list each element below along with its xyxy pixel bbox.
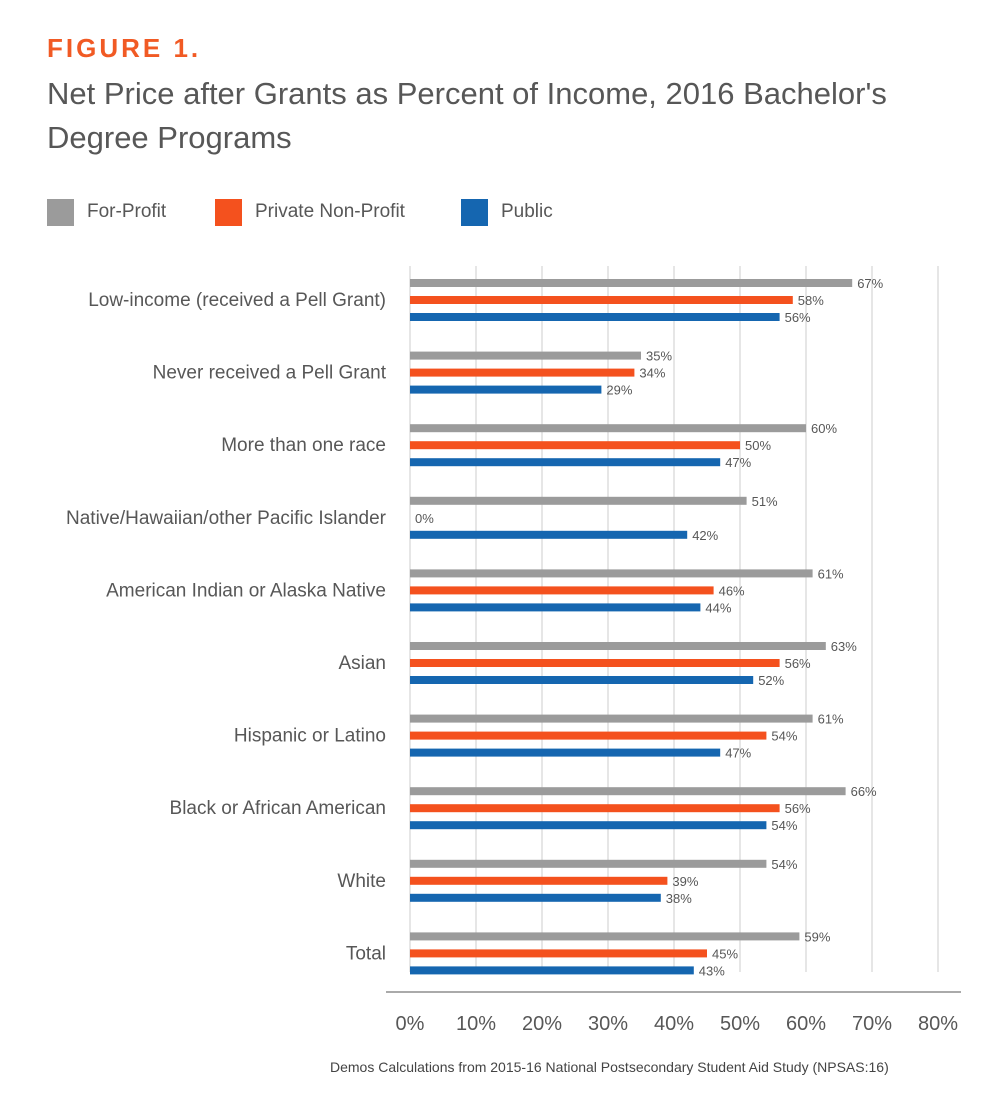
data-label: 61% (818, 566, 844, 581)
bar (410, 949, 707, 958)
data-label: 50% (745, 438, 771, 453)
data-label: 66% (851, 784, 877, 799)
bar (410, 496, 747, 505)
bar (410, 296, 793, 304)
data-label: 47% (725, 746, 751, 761)
bar (410, 821, 767, 830)
legend-swatch-for-profit (47, 199, 74, 226)
data-label: 60% (811, 421, 837, 436)
bar (410, 569, 813, 578)
x-tick-label-70: 70% (852, 1013, 892, 1035)
bar (410, 876, 668, 885)
data-label: 43% (699, 963, 725, 978)
data-label: 47% (725, 455, 751, 470)
bar (410, 676, 754, 684)
bar (410, 424, 806, 433)
bar (410, 586, 714, 595)
data-label: 44% (705, 600, 731, 615)
data-label: 63% (831, 639, 857, 654)
bar (410, 804, 780, 813)
category-label: American Indian or Alaska Native (106, 580, 386, 601)
bar (410, 313, 780, 321)
data-label: 46% (719, 583, 745, 598)
data-label: 51% (752, 494, 778, 509)
data-label: 56% (785, 310, 811, 325)
data-label: 52% (758, 673, 784, 688)
category-label: White (337, 871, 386, 892)
bar (410, 441, 740, 450)
data-label: 34% (639, 366, 665, 381)
data-label: 45% (712, 946, 738, 961)
legend-label-for-profit: For-Profit (87, 201, 167, 222)
source-note: Demos Calculations from 2015-16 National… (330, 1059, 889, 1075)
category-label: More than one race (221, 435, 386, 456)
data-label: 0% (415, 511, 434, 526)
legend-swatch-private-non-profit (215, 199, 242, 226)
bar (410, 603, 701, 612)
data-label: 29% (606, 383, 632, 398)
bar-chart: 0% 10% 20% 30% 40% 50% 60% 70% 80% Low-income (re… (66, 266, 961, 1035)
data-label: 58% (798, 293, 824, 308)
x-tick-label-60: 60% (786, 1013, 826, 1035)
bar (410, 748, 721, 757)
x-tick-label-10: 10% (456, 1013, 496, 1035)
category-label: Native/Hawaiian/other Pacific Islander (66, 508, 387, 529)
category-label: Never received a Pell Grant (153, 363, 387, 384)
x-tick-label-0: 0% (396, 1013, 425, 1035)
category-label: Asian (338, 653, 386, 674)
data-label: 39% (672, 874, 698, 889)
category-label: Total (346, 943, 386, 964)
legend-label-private-non-profit: Private Non-Profit (255, 201, 405, 222)
category-label: Black or African American (170, 798, 386, 819)
bar (410, 368, 635, 377)
chart-title: Net Price after Grants as Percent of Inc… (47, 76, 887, 155)
data-label: 54% (771, 729, 797, 744)
bar (410, 351, 641, 360)
data-label: 61% (818, 712, 844, 727)
figure-label: FIGURE 1. (47, 33, 202, 63)
data-label: 35% (646, 349, 672, 364)
category-label: Hispanic or Latino (234, 726, 386, 747)
legend-swatch-public (461, 199, 488, 226)
data-label: 56% (785, 656, 811, 671)
bar (410, 859, 767, 868)
x-tick-label-30: 30% (588, 1013, 628, 1035)
data-label: 38% (666, 891, 692, 906)
x-tick-label-40: 40% (654, 1013, 694, 1035)
bar (410, 279, 853, 287)
bar (410, 642, 826, 650)
data-label: 54% (771, 857, 797, 872)
category-label: Low-income (received a Pell Grant) (88, 290, 386, 311)
bar (410, 966, 694, 975)
x-tick-label-20: 20% (522, 1013, 562, 1035)
bar (410, 530, 688, 539)
bar (410, 893, 661, 902)
data-label: 56% (785, 801, 811, 816)
bar (410, 787, 846, 796)
bar (410, 659, 780, 667)
bar (410, 932, 800, 941)
bar (410, 731, 767, 740)
bar (410, 458, 721, 467)
legend-label-public: Public (501, 201, 553, 222)
x-tick-label-50: 50% (720, 1013, 760, 1035)
data-label: 59% (804, 929, 830, 944)
data-label: 67% (857, 276, 883, 291)
data-label: 42% (692, 528, 718, 543)
bar (410, 714, 813, 723)
bar (410, 385, 602, 394)
data-label: 54% (771, 818, 797, 833)
x-tick-label-80: 80% (918, 1013, 958, 1035)
